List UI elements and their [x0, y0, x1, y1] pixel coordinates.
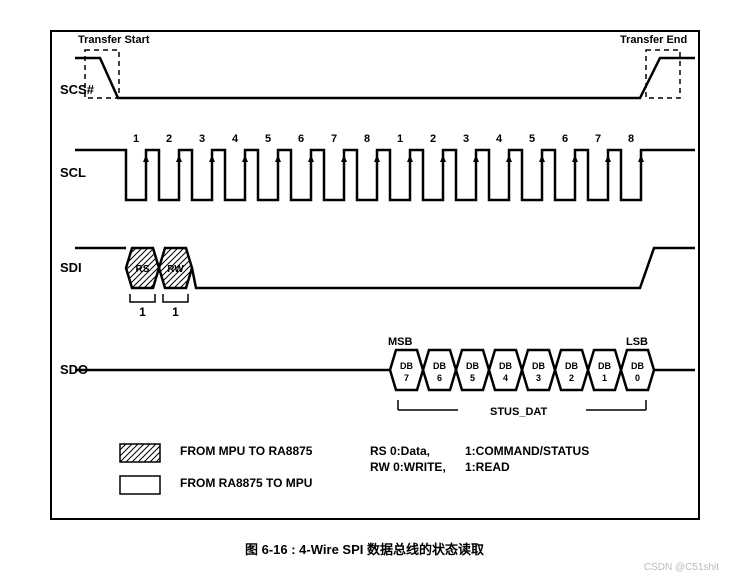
legend-rs-label2: 1:COMMAND/STATUS — [465, 444, 589, 458]
svg-text:8: 8 — [628, 133, 634, 145]
legend-rs-label: RS 0:Data, — [370, 444, 430, 458]
figure-caption: 图 6-16 : 4-Wire SPI 数据总线的状态读取 — [0, 539, 729, 558]
svg-text:DB: DB — [499, 361, 512, 371]
svg-text:5: 5 — [529, 133, 535, 145]
svg-text:1: 1 — [139, 305, 146, 319]
svg-text:0: 0 — [635, 373, 640, 383]
svg-text:6: 6 — [562, 133, 568, 145]
svg-text:1: 1 — [172, 305, 179, 319]
svg-text:2: 2 — [166, 133, 172, 145]
svg-text:DB: DB — [466, 361, 479, 371]
svg-text:DB: DB — [631, 361, 644, 371]
svg-text:1: 1 — [133, 133, 139, 145]
svg-text:6: 6 — [437, 373, 442, 383]
msb-label: MSB — [388, 336, 412, 348]
svg-text:DB: DB — [598, 361, 611, 371]
svg-text:5: 5 — [470, 373, 475, 383]
timing-svg: 1 2 3 4 5 6 7 8 1 2 3 4 5 6 7 8 RS RW 1 1 DB 7 DB 6 DB 5 DB 4 DB 3 DB 2… — [0, 0, 729, 578]
legend-plain-label: FROM RA8875 TO MPU — [180, 476, 312, 490]
svg-text:DB: DB — [433, 361, 446, 371]
lsb-label: LSB — [626, 336, 648, 348]
svg-text:7: 7 — [404, 373, 409, 383]
svg-text:8: 8 — [364, 133, 370, 145]
svg-text:RW: RW — [167, 264, 184, 275]
svg-text:2: 2 — [430, 133, 436, 145]
legend-rw-label2: 1:READ — [465, 460, 510, 474]
svg-text:7: 7 — [595, 133, 601, 145]
svg-text:7: 7 — [331, 133, 337, 145]
svg-text:DB: DB — [565, 361, 578, 371]
svg-text:3: 3 — [463, 133, 469, 145]
svg-text:4: 4 — [503, 373, 508, 383]
watermark-text: CSDN @C51shit — [644, 562, 719, 573]
svg-text:RS: RS — [136, 264, 150, 275]
stus-dat-label: STUS_DAT — [490, 406, 547, 418]
svg-text:4: 4 — [496, 133, 503, 145]
legend-rw-label: RW 0:WRITE, — [370, 460, 446, 474]
svg-text:3: 3 — [199, 133, 205, 145]
legend-hatched-label: FROM MPU TO RA8875 — [180, 444, 312, 458]
svg-text:1: 1 — [397, 133, 403, 145]
svg-text:DB: DB — [532, 361, 545, 371]
svg-text:4: 4 — [232, 133, 239, 145]
svg-text:DB: DB — [400, 361, 413, 371]
svg-text:1: 1 — [602, 373, 607, 383]
svg-text:2: 2 — [569, 373, 574, 383]
svg-text:3: 3 — [536, 373, 541, 383]
svg-text:6: 6 — [298, 133, 304, 145]
svg-text:5: 5 — [265, 133, 271, 145]
